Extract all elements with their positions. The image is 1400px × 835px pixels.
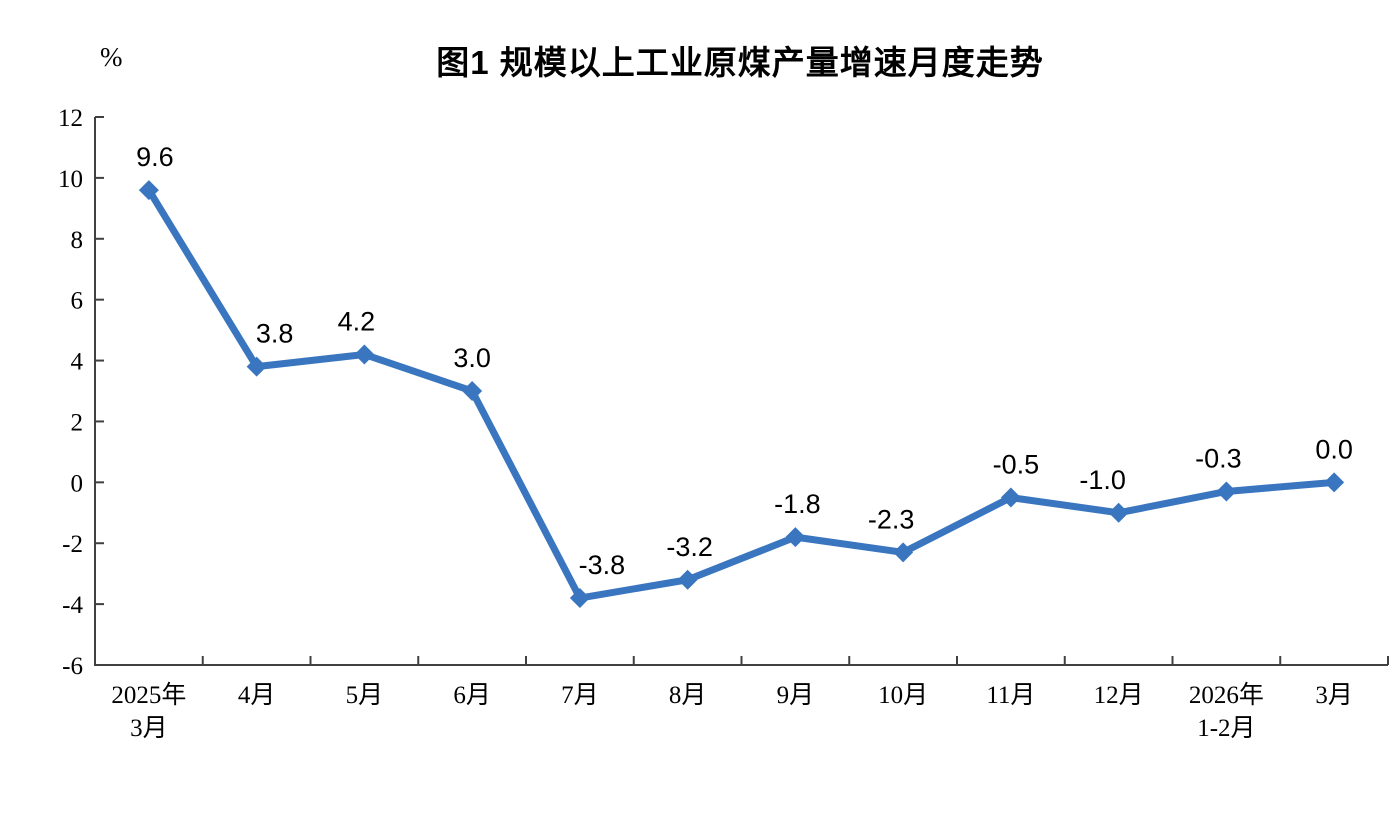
y-axis-tick-label: -4 bbox=[62, 592, 83, 619]
data-point-marker bbox=[138, 180, 159, 201]
y-axis-tick-label: -6 bbox=[62, 653, 83, 680]
y-axis-tick-label: 10 bbox=[58, 166, 83, 193]
y-axis-tick-label: 6 bbox=[71, 288, 84, 315]
data-point-label: -3.8 bbox=[579, 550, 626, 580]
data-point-marker bbox=[569, 588, 590, 609]
x-axis-label: 3月 bbox=[1315, 682, 1353, 709]
y-axis-tick-label: 8 bbox=[71, 227, 84, 254]
data-point-label: -3.2 bbox=[666, 532, 713, 562]
x-axis-label: 6月 bbox=[453, 682, 491, 709]
y-axis-tick-label: 4 bbox=[71, 349, 84, 376]
x-axis-label: 1-2月 bbox=[1197, 715, 1255, 742]
data-point-marker bbox=[462, 381, 483, 401]
x-axis-label: 9月 bbox=[777, 682, 815, 709]
data-point-label: 0.0 bbox=[1315, 434, 1353, 464]
axes-lines bbox=[94, 117, 1388, 666]
data-point-marker bbox=[1324, 472, 1345, 493]
x-axis-label: 11月 bbox=[986, 682, 1035, 709]
data-point-label: 9.6 bbox=[136, 142, 174, 172]
data-point-marker bbox=[1000, 487, 1021, 508]
x-axis-label: 2025年 bbox=[111, 681, 186, 709]
x-axis-label: 12月 bbox=[1094, 682, 1144, 709]
data-point-marker bbox=[246, 356, 267, 377]
data-point-marker bbox=[1108, 502, 1129, 523]
data-point-label: -0.5 bbox=[993, 450, 1040, 480]
trend-line bbox=[145, 186, 1338, 602]
y-axis-tick-label: 12 bbox=[58, 105, 83, 132]
x-axis-label: 7月 bbox=[561, 682, 599, 709]
x-axis-label: 5月 bbox=[346, 682, 384, 709]
y-axis-tick-label: -2 bbox=[62, 531, 83, 558]
x-axis-label: 8月 bbox=[669, 682, 707, 709]
y-axis-tick-label: 2 bbox=[71, 409, 84, 436]
x-axis-label: 10月 bbox=[878, 682, 928, 709]
data-point-label: -1.0 bbox=[1079, 465, 1126, 495]
data-point-label: -2.3 bbox=[868, 504, 915, 534]
data-point-marker bbox=[354, 344, 375, 365]
data-point-label: 3.0 bbox=[453, 343, 491, 373]
data-point-label: -1.8 bbox=[774, 489, 821, 519]
y-axis-unit-label: % bbox=[100, 42, 123, 72]
data-point-marker bbox=[677, 569, 698, 590]
x-axis-label: 3月 bbox=[130, 715, 168, 742]
chart-title: 图1 规模以上工业原煤产量增速月度走势 bbox=[436, 44, 1044, 81]
data-point-marker bbox=[785, 527, 806, 548]
data-point-label: -0.3 bbox=[1195, 443, 1242, 473]
data-point-label: 3.8 bbox=[256, 319, 294, 349]
x-axis-label: 4月 bbox=[238, 682, 276, 709]
y-axis-tick-label: 0 bbox=[71, 470, 84, 497]
data-point-marker bbox=[893, 542, 914, 563]
data-point-label: 4.2 bbox=[338, 306, 376, 336]
x-axis-label: 2026年 bbox=[1189, 681, 1264, 709]
data-point-marker bbox=[1216, 481, 1237, 502]
